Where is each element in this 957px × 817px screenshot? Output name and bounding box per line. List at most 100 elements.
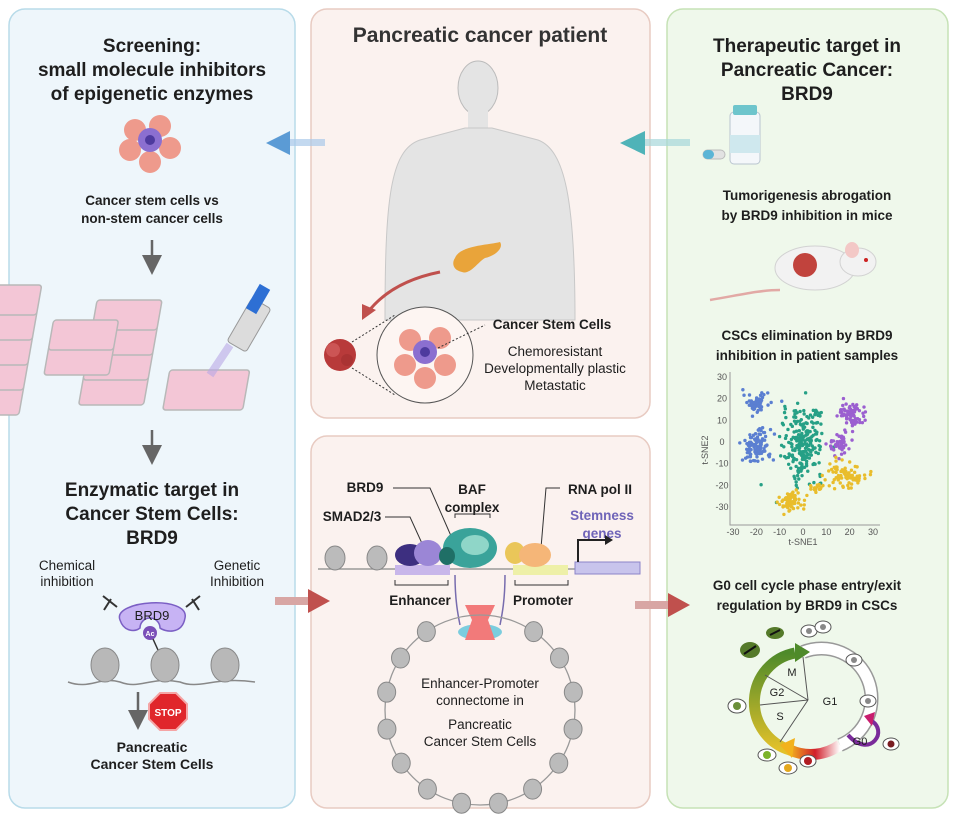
scatter-point — [850, 413, 854, 417]
scatter-point — [777, 434, 782, 439]
scatter-point — [752, 400, 757, 405]
x-tick-label: 10 — [821, 527, 831, 537]
cells-caption-line2: non-stem cancer cells — [81, 211, 223, 226]
scatter-point — [851, 418, 855, 423]
y-tick-label: 30 — [717, 372, 727, 382]
human-body-icon — [384, 60, 576, 321]
scatter-point — [775, 500, 779, 504]
scatter-point — [847, 460, 852, 464]
scatter-point — [795, 419, 800, 424]
stemness-label-line2: genes — [582, 526, 621, 541]
chemical-inhibition-label-line2: inhibition — [40, 574, 93, 589]
nucleosome-icon — [524, 621, 544, 643]
phase-g1: G1 — [823, 696, 838, 708]
scatter-point — [820, 431, 824, 436]
scatter-point — [845, 413, 849, 418]
scatter-point — [806, 469, 810, 473]
scatter-point — [766, 391, 770, 395]
scatter-point — [801, 422, 806, 426]
scatter-point — [743, 456, 748, 460]
scatter-point — [779, 454, 783, 458]
protein-complex-icon — [395, 528, 551, 568]
scatter-point — [786, 462, 791, 467]
brd9-protein-icon: BRD9 Ac — [118, 602, 186, 651]
scatter-point — [742, 393, 746, 397]
scatter-point — [743, 438, 747, 443]
scatter-point — [814, 432, 819, 436]
scatter-point — [863, 476, 867, 481]
baf-bracket — [454, 513, 491, 518]
scatter-point — [794, 488, 798, 492]
nucleosome-icon — [377, 718, 397, 740]
scatter-point — [780, 421, 785, 426]
scatter-point — [855, 465, 859, 469]
scatter-point — [839, 442, 843, 447]
scatter-point — [831, 480, 835, 485]
scatter-point — [752, 404, 756, 408]
scatter-point — [841, 485, 845, 489]
scatter-point — [747, 403, 752, 407]
scatter-point — [863, 418, 867, 422]
label-leader-lines — [385, 487, 560, 561]
screening-title-line1: Screening: — [103, 36, 201, 57]
scatter-point — [810, 444, 814, 448]
scatter-point — [791, 506, 796, 511]
scatter-point — [779, 443, 784, 447]
csc-trait-1: Chemoresistant — [508, 344, 603, 359]
scatter-point — [834, 465, 839, 469]
nucleosome-icon — [523, 778, 543, 800]
scatter-point — [784, 434, 788, 438]
cells-caption-line1: Cancer stem cells vs — [85, 193, 219, 208]
scatter-point — [792, 435, 797, 440]
x-tick-label: 20 — [845, 527, 855, 537]
csc-trait-2: Developmentally plastic — [484, 361, 626, 376]
chemical-inhibition-label: Chemical — [39, 558, 95, 573]
scatter-point — [760, 395, 765, 400]
scatter-point — [803, 446, 808, 450]
nucleosome-icon — [488, 792, 508, 814]
baf-label: BAF — [458, 482, 486, 497]
y-tick-label: 0 — [719, 437, 724, 447]
therapeutic-title-line1: Therapeutic target in — [713, 36, 901, 57]
scatter-point — [845, 477, 849, 481]
scatter-point — [849, 486, 853, 490]
scatter-point — [794, 464, 798, 469]
scatter-point — [790, 445, 794, 449]
scatter-point — [795, 401, 800, 406]
scatter-point — [789, 466, 793, 470]
scatter-point — [782, 512, 786, 517]
connectome-caption-line2: connectome in — [436, 693, 524, 708]
x-tick-label: -20 — [750, 527, 763, 537]
target-title-line3: BRD9 — [126, 528, 178, 549]
mice-caption-line2: by BRD9 inhibition in mice — [721, 208, 893, 223]
scatter-point — [799, 453, 803, 457]
scatter-point — [858, 420, 862, 425]
scatter-point — [827, 469, 831, 473]
scatter-point — [832, 486, 837, 491]
scatter-point — [794, 457, 799, 462]
brd9-label: BRD9 — [135, 608, 170, 623]
scatter-point — [846, 483, 850, 488]
scatter-point — [809, 487, 813, 491]
scatter-point — [862, 473, 867, 477]
scatter-point — [760, 426, 765, 430]
scatter-point — [802, 412, 806, 416]
scatter-point — [827, 484, 831, 488]
scatter-point — [846, 472, 851, 476]
acetyl-label: Ac — [146, 631, 155, 638]
scatter-point — [758, 393, 763, 398]
scatter-point — [860, 420, 865, 425]
connectome-caption-line4: Cancer Stem Cells — [424, 734, 537, 749]
y-tick-label: -20 — [715, 480, 728, 490]
scatter-point — [841, 403, 845, 408]
scatter-point — [819, 422, 823, 426]
scatter-point — [761, 430, 766, 435]
scatter-point — [847, 447, 851, 451]
scatter-point — [834, 459, 838, 463]
csc-trait-3: Metastatic — [524, 378, 586, 393]
g0-caption-line1: G0 cell cycle phase entry/exit — [713, 578, 902, 593]
nucleosome-icon — [391, 647, 411, 669]
scatter-point — [838, 439, 842, 444]
scatter-point — [763, 434, 768, 439]
scatter-point — [868, 472, 873, 477]
